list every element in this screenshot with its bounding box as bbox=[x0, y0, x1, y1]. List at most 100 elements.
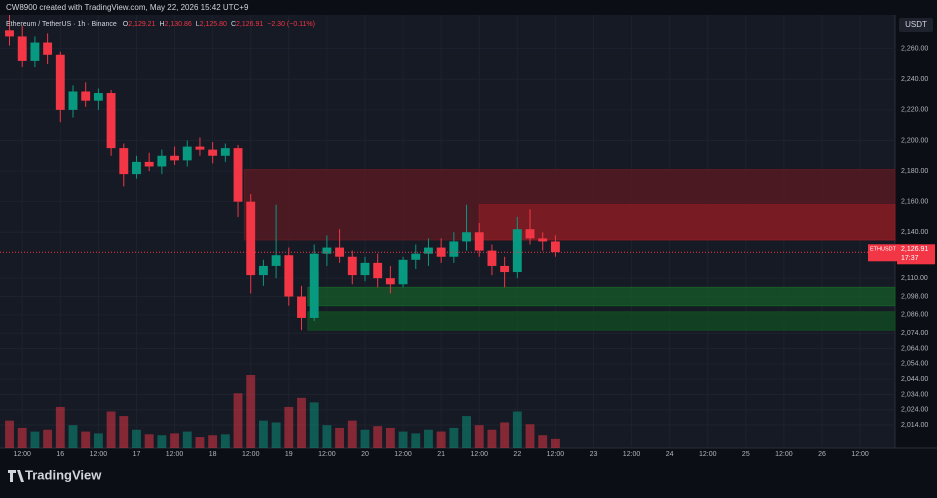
x-tick-label: 12:00 bbox=[242, 451, 260, 458]
currency: USDT bbox=[905, 20, 927, 29]
x-tick-label: 12:00 bbox=[470, 451, 488, 458]
candle-body bbox=[30, 42, 40, 61]
candle-body bbox=[132, 161, 141, 175]
ohlc-key: H bbox=[159, 21, 164, 28]
candle-body bbox=[462, 232, 471, 242]
y-tick-label: 2,074.00 bbox=[901, 330, 928, 337]
candle-body bbox=[157, 155, 167, 167]
candle-body bbox=[474, 232, 484, 251]
y-tick-label: 2,054.00 bbox=[901, 361, 928, 368]
y-tick-label: 2,140.00 bbox=[901, 229, 928, 236]
volume-bar bbox=[436, 431, 446, 448]
volume-bar bbox=[309, 402, 319, 448]
candle-body bbox=[119, 148, 129, 175]
ohlc-value: 2,129.21 bbox=[128, 21, 155, 28]
candle-body bbox=[233, 148, 243, 202]
candle-body bbox=[43, 42, 53, 55]
candle-body bbox=[322, 247, 332, 254]
volume-bar bbox=[398, 431, 408, 448]
x-tick-label: 12:00 bbox=[623, 451, 641, 458]
zone bbox=[307, 286, 896, 307]
candle-body bbox=[93, 93, 103, 101]
volume-bar bbox=[93, 433, 103, 448]
volume-bar bbox=[550, 438, 560, 448]
footer bbox=[0, 462, 937, 493]
x-tick-label: 18 bbox=[209, 451, 217, 458]
brand: TradingView bbox=[25, 467, 102, 482]
volume-bar bbox=[81, 431, 91, 448]
x-tick-label: 16 bbox=[56, 451, 64, 458]
volume-bar bbox=[246, 375, 256, 448]
y-tick-label: 2,160.00 bbox=[901, 199, 928, 206]
candle-body bbox=[258, 265, 268, 276]
zone bbox=[307, 311, 896, 331]
x-tick-label: 22 bbox=[513, 451, 521, 458]
x-tick-label: 20 bbox=[361, 451, 369, 458]
candle-body bbox=[550, 241, 560, 253]
ohlc-value: 2,125.80 bbox=[200, 21, 227, 28]
volume-bar bbox=[17, 427, 27, 448]
volume-bar bbox=[335, 427, 345, 448]
candle-body bbox=[538, 238, 548, 242]
volume-bar bbox=[462, 416, 471, 448]
candle-body bbox=[347, 256, 357, 276]
x-tick-label: 26 bbox=[818, 451, 826, 458]
volume-bar bbox=[284, 406, 294, 448]
volume-bar bbox=[157, 435, 167, 448]
volume-bar bbox=[411, 433, 421, 448]
volume-bar bbox=[144, 434, 154, 448]
volume-bar bbox=[538, 435, 548, 448]
volume-bar bbox=[106, 411, 116, 448]
volume-bar bbox=[449, 427, 459, 448]
volume-bar bbox=[119, 416, 129, 448]
candle-body bbox=[297, 296, 306, 318]
ohlc-key: L bbox=[196, 21, 200, 28]
y-tick-label: 2,180.00 bbox=[901, 168, 928, 175]
x-tick-label: 12:00 bbox=[318, 451, 336, 458]
zones bbox=[243, 169, 896, 331]
x-tick-label: 25 bbox=[742, 451, 750, 458]
axes: 2,260.00 2,240.00 2,220.00 2,200.00 2,180.00… bbox=[0, 46, 935, 458]
candle-body bbox=[5, 30, 14, 37]
volume-bar bbox=[297, 397, 306, 448]
change: −2.30 (−0.11%) bbox=[267, 21, 315, 28]
y-tick-label: 2,064.00 bbox=[901, 345, 928, 352]
volume-bar bbox=[170, 433, 179, 448]
ohlc-key: O bbox=[123, 21, 129, 28]
countdown: 17:37 bbox=[901, 255, 919, 262]
x-tick-label: 12:00 bbox=[90, 451, 108, 458]
y-tick-label: 2,200.00 bbox=[901, 137, 928, 144]
candle-body bbox=[81, 91, 91, 101]
candle-body bbox=[309, 253, 319, 318]
logo bbox=[8, 470, 24, 482]
x-tick-label: 12:00 bbox=[166, 451, 184, 458]
symbol: Ethereum / TetherUS · 1h · Binance bbox=[6, 21, 117, 28]
candle-body bbox=[17, 36, 27, 61]
volume-bar bbox=[360, 429, 370, 448]
x-tick-label: 12:00 bbox=[547, 451, 565, 458]
volume-bar bbox=[233, 393, 243, 448]
candle-body bbox=[271, 255, 281, 266]
candle-body bbox=[144, 161, 154, 167]
x-tick-label: 23 bbox=[590, 451, 598, 458]
volume-bar bbox=[474, 425, 484, 448]
x-tick-label: 12:00 bbox=[13, 451, 31, 458]
candle-body bbox=[398, 259, 408, 285]
candle-body bbox=[170, 155, 179, 161]
candle-body bbox=[208, 149, 218, 156]
volume-bar bbox=[258, 420, 268, 448]
y-tick-label: 2,220.00 bbox=[901, 107, 928, 114]
volume-bar bbox=[132, 429, 141, 448]
candle-body bbox=[487, 250, 497, 266]
volume-bar bbox=[487, 429, 497, 448]
ohlc-value: 2,126.91 bbox=[236, 21, 263, 28]
candle-body bbox=[449, 241, 459, 257]
volume-bar bbox=[182, 431, 192, 448]
symbol-line: Ethereum / TetherUS · 1h · Binance O2,129… bbox=[6, 21, 315, 28]
candle-body bbox=[246, 201, 256, 276]
y-tick-label: 2,098.00 bbox=[901, 293, 928, 300]
x-tick-label: 19 bbox=[285, 451, 293, 458]
y-tick-label: 2,260.00 bbox=[901, 46, 928, 53]
candles bbox=[5, 15, 560, 331]
candle-body bbox=[284, 255, 294, 297]
